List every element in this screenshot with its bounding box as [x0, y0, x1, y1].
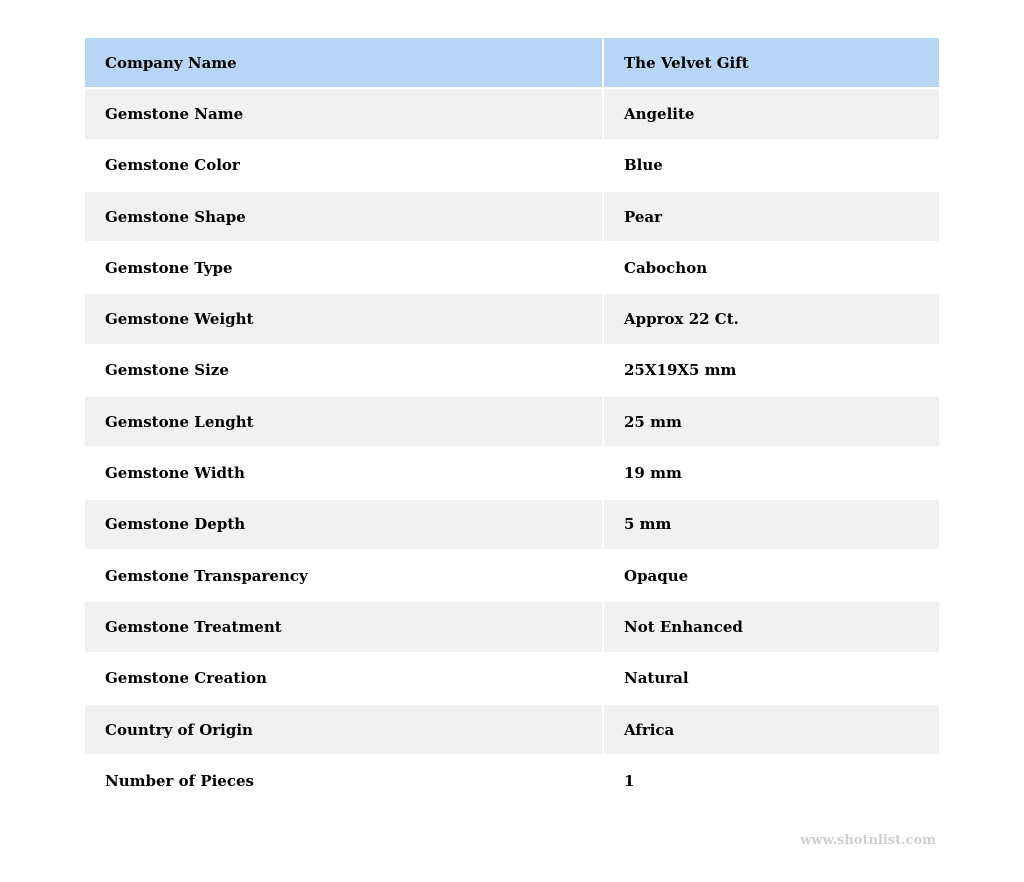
row-value: 5 mm: [604, 499, 939, 551]
table-row: Gemstone Creation Natural: [85, 653, 939, 705]
row-label: Gemstone Lenght: [85, 397, 604, 449]
table-row: Gemstone Treatment Not Enhanced: [85, 602, 939, 654]
table-row: Country of Origin Africa: [85, 704, 939, 757]
row-label: Gemstone Creation: [85, 653, 604, 705]
row-label: Gemstone Size: [85, 345, 604, 398]
row-label: Gemstone Depth: [85, 499, 604, 551]
row-label: Gemstone Color: [85, 140, 604, 192]
row-label: Gemstone Type: [85, 243, 604, 295]
table-row: Gemstone Size 25X19X5 mm: [85, 345, 939, 398]
row-value: Not Enhanced: [604, 602, 939, 654]
table-row: Gemstone Lenght 25 mm: [85, 397, 939, 449]
row-label: Gemstone Treatment: [85, 602, 604, 654]
row-value: Blue: [604, 140, 939, 192]
row-label: Gemstone Width: [85, 448, 604, 500]
row-value: Opaque: [604, 550, 939, 603]
row-value: 1: [604, 756, 939, 808]
row-label: Number of Pieces: [85, 756, 604, 808]
row-label: Gemstone Shape: [85, 191, 604, 244]
row-label: Gemstone Transparency: [85, 550, 604, 603]
row-value: Approx 22 Ct.: [604, 294, 939, 346]
row-value: Cabochon: [604, 243, 939, 295]
gemstone-spec-table: Company Name The Velvet Gift Gemstone Na…: [85, 38, 939, 808]
row-value: Pear: [604, 191, 939, 244]
row-value: 25X19X5 mm: [604, 345, 939, 398]
row-label: Gemstone Weight: [85, 294, 604, 346]
row-value: Natural: [604, 653, 939, 705]
row-label: Gemstone Name: [85, 89, 604, 141]
row-value: 19 mm: [604, 448, 939, 500]
table-row: Gemstone Type Cabochon: [85, 243, 939, 295]
header-label: Company Name: [85, 38, 604, 90]
table-header-row: Company Name The Velvet Gift: [85, 38, 939, 90]
row-value: Angelite: [604, 89, 939, 141]
table-row: Gemstone Color Blue: [85, 140, 939, 192]
row-value: 25 mm: [604, 397, 939, 449]
header-value: The Velvet Gift: [604, 38, 939, 90]
table-row: Gemstone Shape Pear: [85, 191, 939, 244]
table-row: Gemstone Transparency Opaque: [85, 550, 939, 603]
row-value: Africa: [604, 704, 939, 757]
table-row: Number of Pieces 1: [85, 756, 939, 808]
table-row: Gemstone Depth 5 mm: [85, 499, 939, 551]
table-row: Gemstone Name Angelite: [85, 89, 939, 141]
table-row: Gemstone Width 19 mm: [85, 448, 939, 500]
table-row: Gemstone Weight Approx 22 Ct.: [85, 294, 939, 346]
row-label: Country of Origin: [85, 704, 604, 757]
watermark: www.shotnlist.com: [800, 833, 936, 848]
